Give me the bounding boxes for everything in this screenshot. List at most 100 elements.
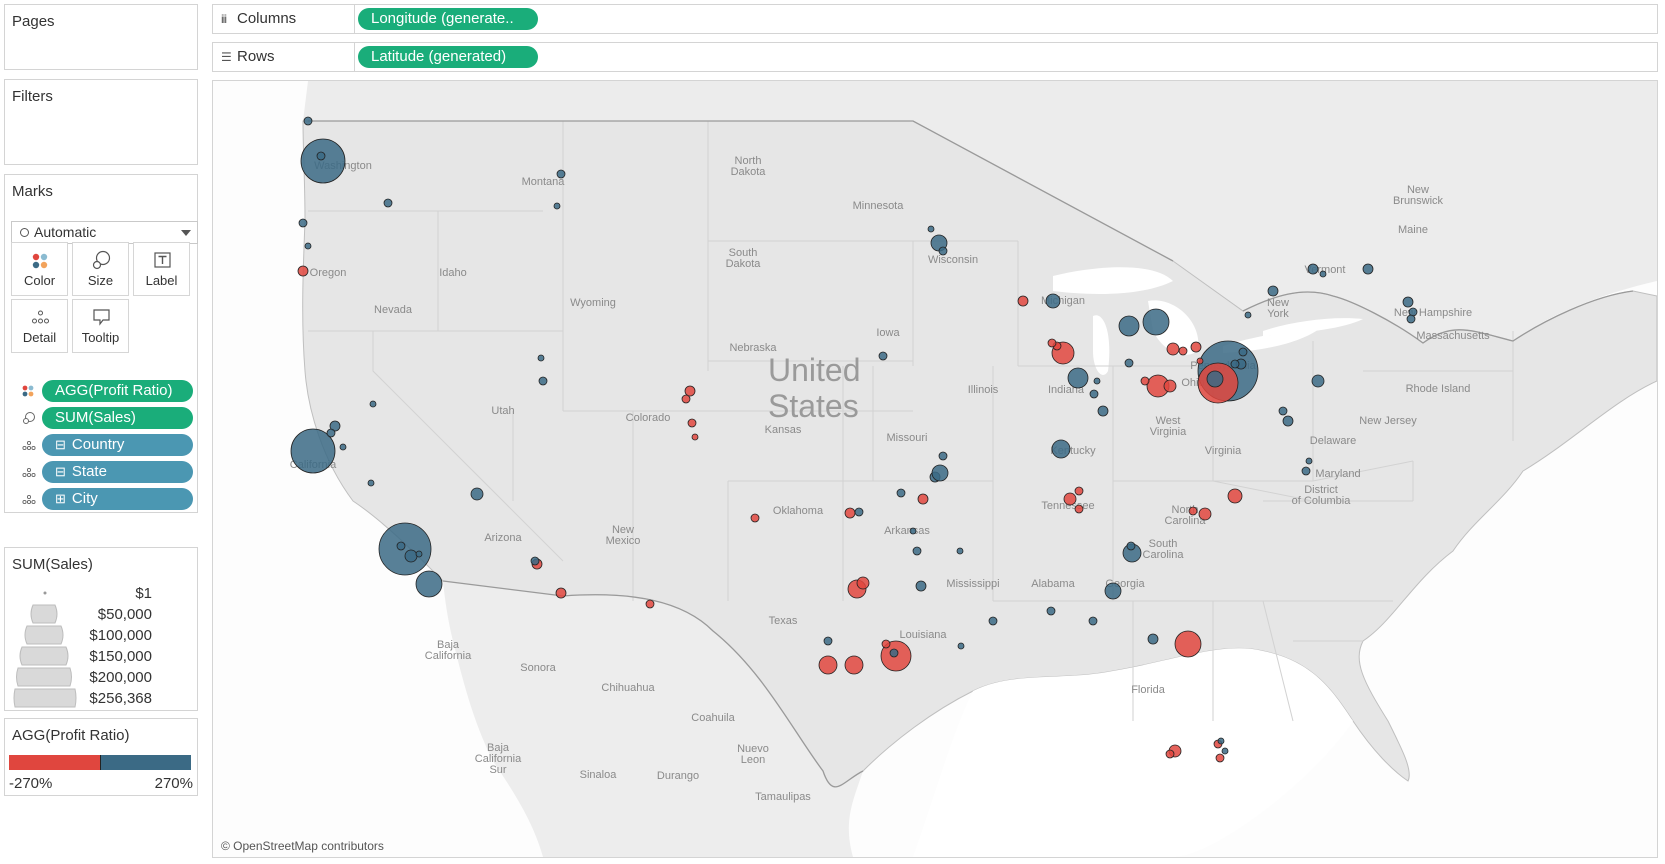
- city-bubble[interactable]: [1166, 342, 1180, 356]
- city-bubble[interactable]: [1402, 296, 1414, 308]
- city-bubble[interactable]: [896, 488, 906, 498]
- city-bubble[interactable]: [1406, 314, 1416, 324]
- city-bubble[interactable]: [912, 546, 922, 556]
- city-bubble[interactable]: [369, 400, 377, 408]
- expand-icon[interactable]: ⊞: [55, 491, 66, 506]
- collapse-icon[interactable]: ⊟: [55, 437, 66, 452]
- city-bubble[interactable]: [470, 487, 484, 501]
- city-bubble[interactable]: [1190, 341, 1202, 353]
- label-button[interactable]: Label: [133, 242, 190, 296]
- city-bubble[interactable]: [957, 642, 965, 650]
- city-bubble[interactable]: [1178, 346, 1188, 356]
- city-bubble[interactable]: [1305, 457, 1313, 465]
- city-bubble[interactable]: [889, 648, 899, 658]
- collapse-icon[interactable]: ⊟: [55, 464, 66, 479]
- sales-pill[interactable]: SUM(Sales): [42, 407, 193, 429]
- city-bubble[interactable]: [378, 522, 432, 576]
- city-bubble[interactable]: [1045, 293, 1061, 309]
- city-bubble[interactable]: [304, 242, 312, 250]
- city-bubble[interactable]: [1104, 582, 1122, 600]
- city-bubble[interactable]: [1142, 308, 1170, 336]
- color-legend[interactable]: AGG(Profit Ratio) -270% 270%: [4, 718, 198, 796]
- city-bubble[interactable]: [1227, 488, 1243, 504]
- city-bubble[interactable]: [326, 428, 336, 438]
- city-bubble[interactable]: [303, 116, 313, 126]
- city-bubble[interactable]: [818, 655, 838, 675]
- city-bubble[interactable]: [750, 513, 760, 523]
- city-bubble[interactable]: [367, 479, 375, 487]
- city-bubble[interactable]: [938, 246, 948, 256]
- profit-ratio-pill[interactable]: AGG(Profit Ratio): [42, 380, 193, 402]
- city-bubble[interactable]: [339, 443, 347, 451]
- city-bubble[interactable]: [988, 616, 998, 626]
- city-bubble[interactable]: [404, 549, 418, 563]
- city-bubble[interactable]: [396, 541, 406, 551]
- city-bubble[interactable]: [415, 570, 443, 598]
- tooltip-button[interactable]: Tooltip: [72, 299, 129, 353]
- city-bubble[interactable]: [823, 636, 833, 646]
- city-bubble[interactable]: [1174, 630, 1202, 658]
- city-bubble[interactable]: [1051, 439, 1071, 459]
- city-bubble[interactable]: [1221, 747, 1229, 755]
- city-bubble[interactable]: [1067, 367, 1089, 389]
- city-bubble[interactable]: [1147, 633, 1159, 645]
- city-bubble[interactable]: [300, 138, 346, 184]
- city-bubble[interactable]: [556, 169, 566, 179]
- city-bubble[interactable]: [881, 639, 891, 649]
- city-bubble[interactable]: [915, 580, 927, 592]
- city-bubble[interactable]: [1301, 466, 1311, 476]
- city-bubble[interactable]: [1047, 338, 1057, 348]
- city-bubble[interactable]: [956, 547, 964, 555]
- city-bubble[interactable]: [1163, 379, 1177, 393]
- city-bubble[interactable]: [844, 655, 864, 675]
- city-bubble[interactable]: [1217, 737, 1225, 745]
- city-bubble[interactable]: [290, 428, 336, 474]
- color-button[interactable]: Color: [11, 242, 68, 296]
- rows-shelf[interactable]: ☰ Rows Latitude (generated): [212, 42, 1658, 72]
- city-bubble[interactable]: [537, 354, 545, 362]
- city-bubble[interactable]: [538, 376, 548, 386]
- city-bubble[interactable]: [1017, 295, 1029, 307]
- city-bubble[interactable]: [1311, 374, 1325, 388]
- city-bubble[interactable]: [691, 433, 699, 441]
- longitude-pill[interactable]: Longitude (generate..: [358, 8, 538, 30]
- map-canvas[interactable]: WashingtonOregonIdahoMontanaWyomingNorth…: [213, 81, 1658, 857]
- city-bubble[interactable]: [553, 202, 561, 210]
- city-bubble[interactable]: [1244, 311, 1252, 319]
- city-bubble[interactable]: [298, 218, 308, 228]
- city-bubbles[interactable]: [290, 116, 1418, 763]
- city-bubble[interactable]: [329, 420, 341, 432]
- mark-type-dropdown[interactable]: Automatic: [11, 221, 198, 244]
- city-bubble[interactable]: [555, 587, 567, 599]
- city-bubble[interactable]: [927, 225, 935, 233]
- city-bubble[interactable]: [1089, 389, 1099, 399]
- city-bubble[interactable]: [856, 576, 870, 590]
- city-bubble[interactable]: [1126, 541, 1136, 551]
- city-bubble[interactable]: [297, 265, 309, 277]
- city-bubble[interactable]: [1088, 616, 1098, 626]
- city-pill[interactable]: ⊞ City: [42, 488, 193, 510]
- city-bubble[interactable]: [1230, 359, 1240, 369]
- city-bubble[interactable]: [938, 451, 948, 461]
- city-bubble[interactable]: [854, 507, 864, 517]
- city-bubble[interactable]: [1198, 507, 1212, 521]
- city-bubble[interactable]: [1238, 347, 1248, 357]
- filters-card[interactable]: Filters: [4, 79, 198, 165]
- city-bubble[interactable]: [1319, 270, 1327, 278]
- city-bubble[interactable]: [1097, 405, 1109, 417]
- city-bubble[interactable]: [383, 198, 393, 208]
- city-bubble[interactable]: [1282, 415, 1294, 427]
- country-pill[interactable]: ⊟ Country: [42, 434, 193, 456]
- map-view[interactable]: WashingtonOregonIdahoMontanaWyomingNorth…: [212, 80, 1658, 858]
- city-bubble[interactable]: [1063, 492, 1077, 506]
- state-pill[interactable]: ⊟ State: [42, 461, 193, 483]
- city-bubble[interactable]: [645, 599, 655, 609]
- city-bubble[interactable]: [917, 493, 929, 505]
- city-bubble[interactable]: [687, 418, 697, 428]
- city-bubble[interactable]: [1093, 377, 1101, 385]
- city-bubble[interactable]: [1188, 506, 1198, 516]
- city-bubble[interactable]: [1206, 370, 1224, 388]
- osm-attribution[interactable]: © OpenStreetMap contributors: [221, 839, 384, 853]
- city-bubble[interactable]: [1118, 315, 1140, 337]
- city-bubble[interactable]: [1046, 606, 1056, 616]
